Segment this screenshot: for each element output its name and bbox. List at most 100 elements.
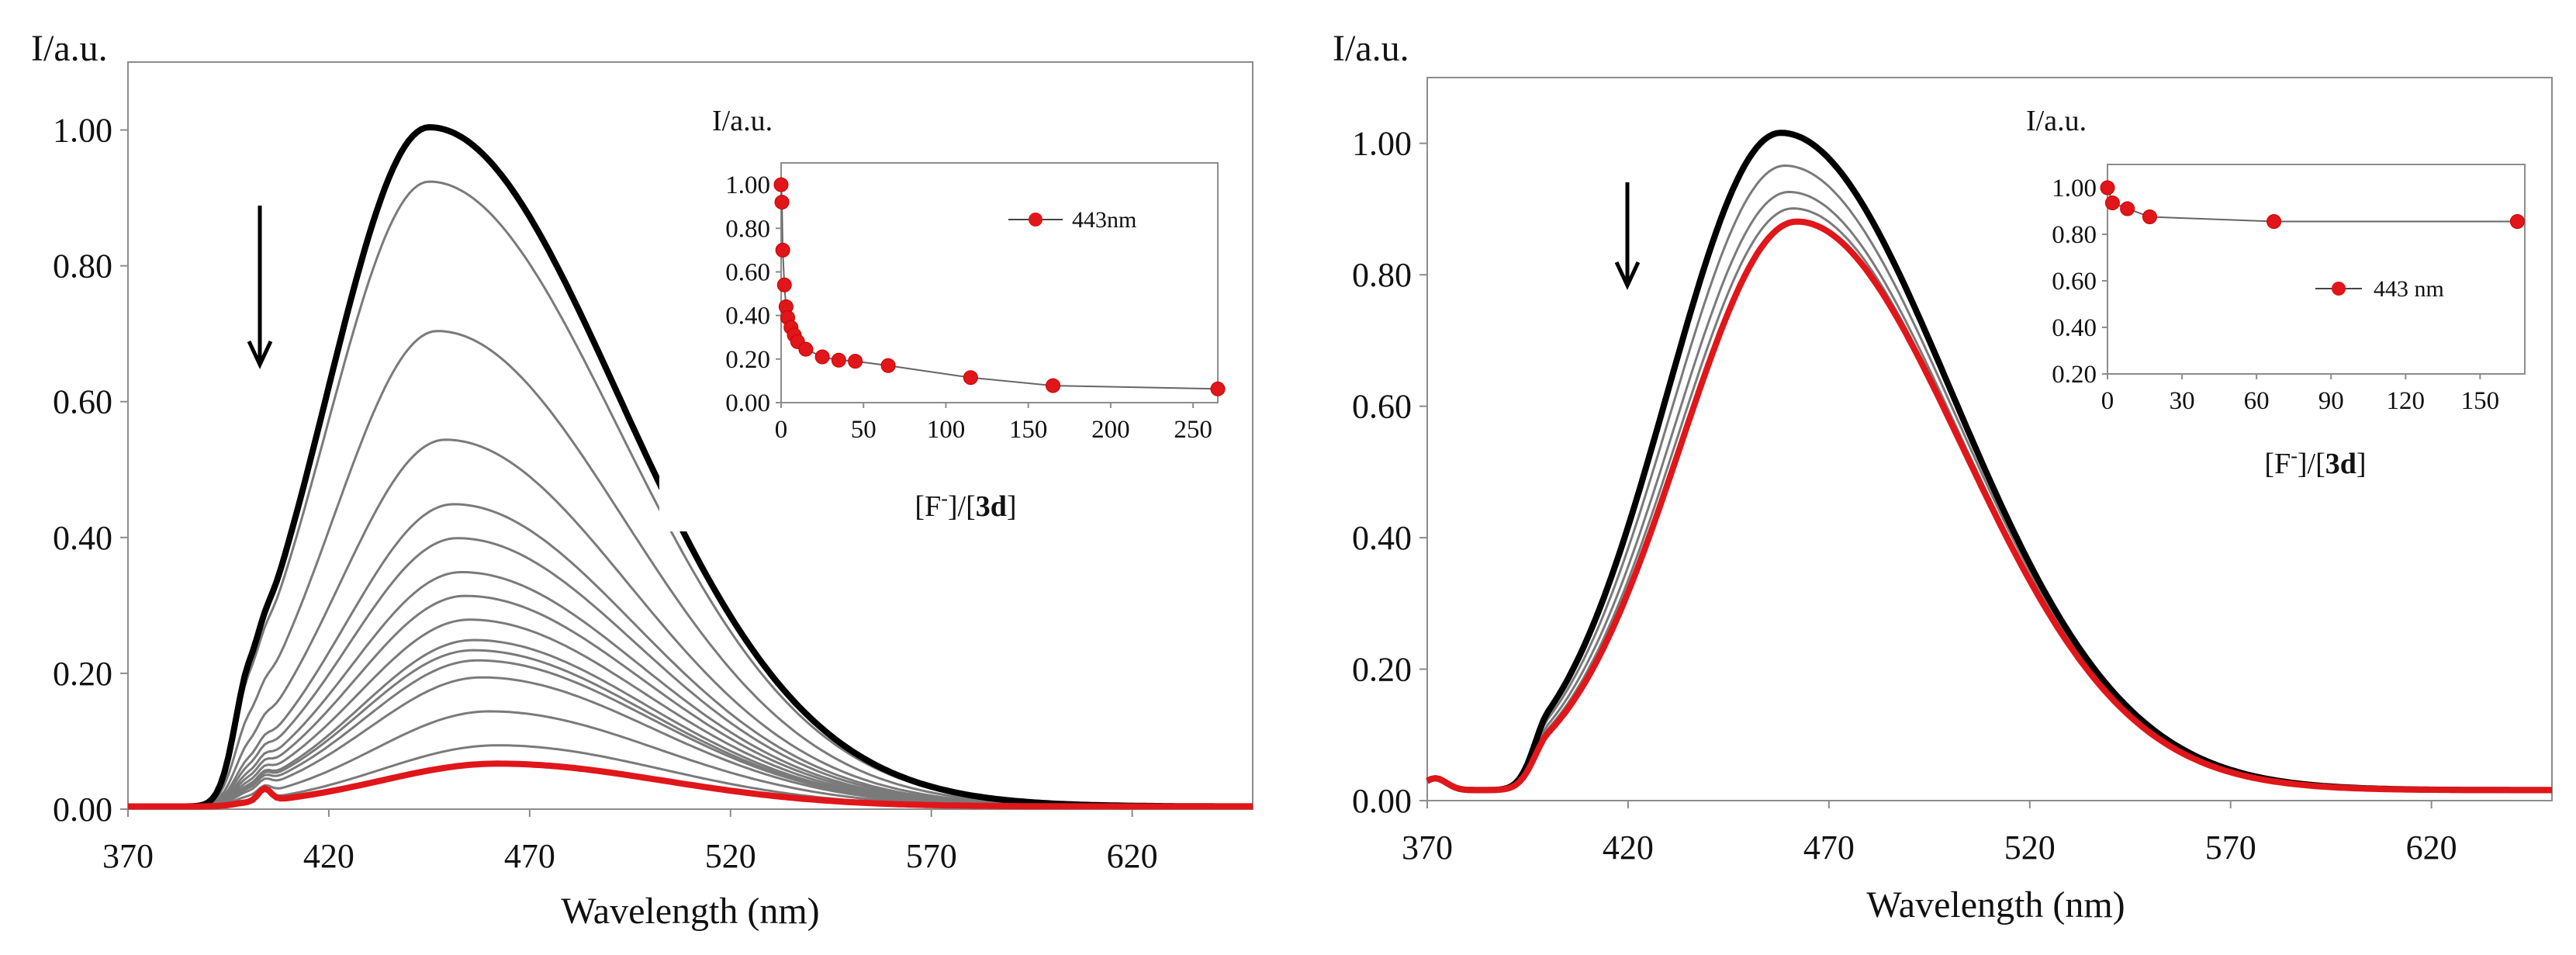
down-arrow-icon [247, 340, 273, 369]
inset-x-title-part: ] [1007, 490, 1017, 523]
legend-label: 443 nm [2374, 276, 2444, 302]
inset-x-tick-label: 150 [2461, 387, 2500, 415]
inset-data-point [814, 349, 830, 365]
y-tick-label: 0.00 [53, 791, 112, 829]
inset-y-tick-label: 0.40 [2052, 314, 2097, 342]
inset-y-tick-label: 1.00 [725, 171, 770, 199]
x-tick-label: 470 [1803, 829, 1855, 867]
inset-data-point [798, 341, 814, 357]
inset-data-point [2142, 209, 2157, 224]
inset-background [659, 97, 1229, 531]
inset-background [2009, 101, 2544, 489]
x-tick-label: 370 [1402, 829, 1453, 867]
x-tick-label: 470 [504, 837, 555, 875]
inset-data-point [831, 352, 846, 368]
inset-x-title-part: - [941, 487, 948, 510]
inset-x-tick-label: 150 [1009, 416, 1048, 444]
inset-y-tick-label: 0.60 [725, 258, 770, 286]
inset-x-title-part: 3d [976, 490, 1007, 523]
inset-x-tick-label: 250 [1174, 416, 1212, 444]
inset-data-point [2100, 180, 2115, 195]
inset-y-tick-label: 0.40 [725, 303, 770, 330]
x-tick-label: 570 [2205, 829, 2256, 867]
inset-x-tick-label: 30 [2170, 387, 2195, 415]
x-tick-label: 370 [102, 837, 154, 875]
x-axis-title: Wavelength (nm) [561, 891, 819, 932]
inset-x-title-part: ]/[ [2298, 448, 2325, 480]
x-tick-label: 620 [2406, 829, 2457, 867]
x-axis-title: Wavelength (nm) [1866, 884, 2125, 926]
y-tick-label: 0.20 [1352, 651, 1412, 689]
inset-x-title-part: - [2291, 445, 2298, 467]
inset-data-point [1210, 381, 1226, 396]
legend-label: 443nm [1072, 207, 1136, 233]
y-tick-label: 0.80 [53, 247, 112, 285]
inset-chart: 0.20 0.40 0.60 0.80 1.00 0 30 60 90 120 150 I/a.u. [… [2009, 101, 2544, 489]
inset-frame [2107, 164, 2526, 375]
x-tick-label: 420 [303, 837, 354, 875]
inset-y-tick-label: 0.00 [725, 389, 770, 417]
y-tick-label: 0.60 [1352, 388, 1412, 426]
inset-data-point [1046, 378, 1061, 393]
plot-frame [1426, 77, 2553, 801]
x-tick-label: 570 [906, 837, 957, 875]
inset-x-tick-label: 90 [2318, 387, 2344, 415]
inset-y-tick-label: 0.20 [2052, 361, 2097, 389]
y-tick-label: 0.80 [1352, 256, 1412, 294]
inset-data-point [880, 358, 896, 373]
inset-y-tick-label: 1.00 [2052, 175, 2097, 202]
y-tick-label: 1.00 [1352, 125, 1412, 163]
x-tick-label: 620 [1107, 837, 1158, 875]
inset-x-title-part: [F [915, 490, 941, 523]
inset-data-point [848, 354, 863, 369]
final-spectrum [128, 760, 1253, 810]
y-tick-label: 0.40 [53, 519, 112, 557]
y-tick-label: 0.60 [53, 383, 112, 421]
inset-x-title-part: ]/[ [948, 490, 976, 523]
inset-y-tick-label: 0.80 [2052, 221, 2097, 249]
y-tick-label: 0.00 [1352, 782, 1412, 820]
inset-x-title-part: ] [2356, 448, 2367, 480]
inset-x-tick-label: 60 [2244, 387, 2270, 415]
final-spectrum [1426, 218, 2552, 794]
y-axis-title: I/a.u. [31, 28, 108, 69]
x-tick-label: 420 [1603, 829, 1654, 867]
inset-y-axis-title: I/a.u. [712, 105, 773, 137]
y-axis-title: I/a.u. [1333, 28, 1409, 69]
inset-x-axis-title: [F-]/[3d] [2264, 445, 2366, 481]
inset-y-tick-label: 0.80 [725, 215, 770, 243]
inset-x-title-part: 3d [2325, 448, 2356, 480]
inset-data-point [2120, 201, 2135, 216]
inset-data-point [963, 370, 978, 386]
inset-y-tick-label: 0.20 [725, 346, 770, 374]
x-tick-label: 520 [705, 837, 756, 875]
inset-x-tick-label: 100 [927, 416, 966, 444]
legend-marker [2332, 282, 2346, 296]
y-tick-label: 0.40 [1352, 519, 1412, 557]
inset-x-tick-label: 0 [2101, 387, 2114, 415]
inset-x-tick-label: 0 [775, 416, 788, 444]
chart-left: 0.00 0.20 0.40 0.60 0.80 1.00 370 420 470 520 570 6… [31, 28, 1253, 932]
y-tick-label: 0.20 [53, 655, 112, 693]
inset-x-tick-label: 50 [851, 416, 877, 444]
titration-spectrum [128, 571, 1253, 808]
inset-x-tick-label: 120 [2387, 387, 2426, 415]
inset-data-point [2267, 214, 2282, 229]
plot-frame [127, 61, 1253, 810]
inset-chart: 0.00 0.20 0.40 0.60 0.80 1.00 0 50 100 150 200 250 I… [659, 97, 1229, 531]
y-tick-label: 1.00 [53, 112, 112, 150]
inset-data-point [776, 277, 792, 292]
inset-data-point [774, 195, 790, 210]
inset-data-point [2104, 195, 2120, 210]
down-arrow-icon [1614, 261, 1641, 290]
inset-data-point [773, 177, 789, 192]
inset-x-axis-title: [F-]/[3d] [915, 487, 1016, 524]
x-tick-label: 520 [2004, 829, 2056, 867]
inset-data-point [775, 242, 790, 258]
inset-x-tick-label: 200 [1091, 416, 1130, 444]
inset-y-tick-label: 0.60 [2052, 268, 2097, 296]
inset-y-axis-title: I/a.u. [2026, 105, 2087, 137]
inset-x-title-part: [F [2264, 448, 2291, 480]
inset-data-point [2509, 214, 2525, 229]
